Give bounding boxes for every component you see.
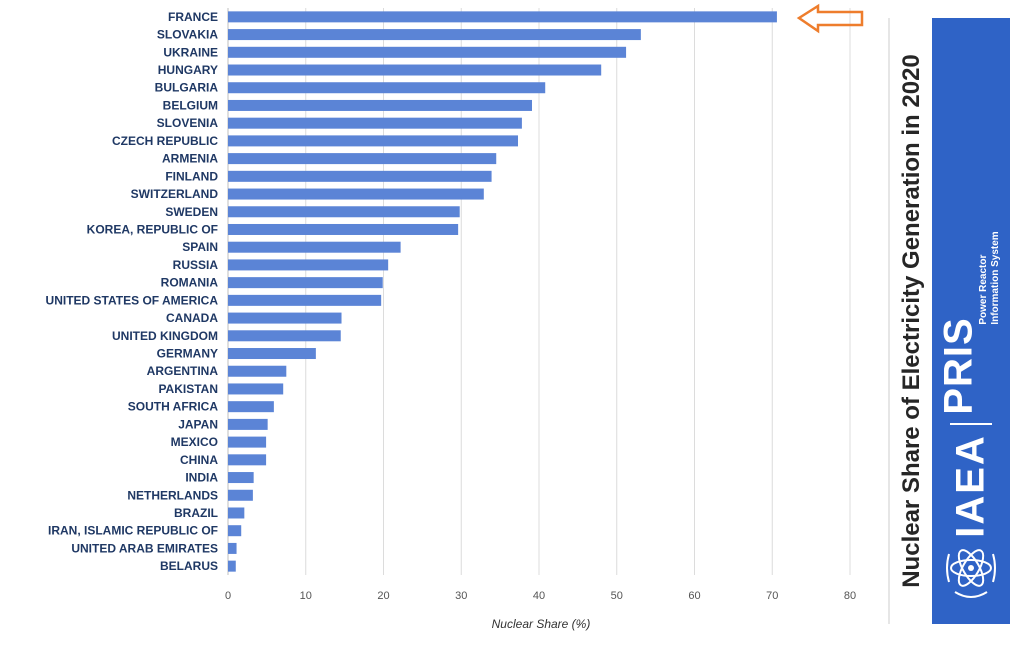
bar bbox=[228, 135, 519, 147]
x-tick-label: 0 bbox=[225, 590, 231, 602]
category-label: UNITED ARAB EMIRATES bbox=[71, 541, 218, 555]
bar bbox=[228, 507, 245, 519]
iaea-pris-branding: PRIS IAEA Power Reactor Information Syst… bbox=[932, 18, 1010, 624]
category-label: GERMANY bbox=[157, 347, 218, 361]
bar bbox=[228, 472, 254, 484]
bar bbox=[228, 277, 383, 289]
category-label: UNITED KINGDOM bbox=[112, 329, 218, 343]
category-label: SWITZERLAND bbox=[131, 187, 219, 201]
category-label: UKRAINE bbox=[163, 45, 218, 59]
category-label: NETHERLANDS bbox=[127, 488, 218, 502]
category-label: BULGARIA bbox=[155, 81, 219, 95]
x-tick-label: 40 bbox=[533, 590, 545, 602]
category-label: PAKISTAN bbox=[158, 382, 218, 396]
bar bbox=[228, 99, 533, 111]
category-label: ROMANIA bbox=[161, 276, 219, 290]
category-label: JAPAN bbox=[178, 417, 218, 431]
category-label: BRAZIL bbox=[174, 506, 218, 520]
arrow-left-icon bbox=[796, 3, 864, 34]
chart-bars bbox=[228, 11, 777, 572]
bar bbox=[228, 188, 484, 200]
category-label: RUSSIA bbox=[173, 258, 219, 272]
category-label: CZECH REPUBLIC bbox=[112, 134, 218, 148]
chart-title: Nuclear Share of Electricity Generation … bbox=[898, 54, 925, 588]
logo-divider bbox=[950, 423, 992, 425]
bar bbox=[228, 117, 522, 129]
x-tick-label: 80 bbox=[844, 590, 856, 602]
category-label: BELGIUM bbox=[163, 98, 218, 112]
x-tick-label: 50 bbox=[611, 590, 623, 602]
category-label: SWEDEN bbox=[165, 205, 218, 219]
category-label: ARGENTINA bbox=[147, 364, 219, 378]
bar bbox=[228, 241, 401, 253]
x-tick-label: 60 bbox=[688, 590, 700, 602]
category-label: UNITED STATES OF AMERICA bbox=[46, 293, 219, 307]
category-label: SLOVAKIA bbox=[157, 28, 218, 42]
category-label: SOUTH AFRICA bbox=[128, 400, 219, 414]
category-label: IRAN, ISLAMIC REPUBLIC OF bbox=[48, 524, 218, 538]
category-label: KOREA, REPUBLIC OF bbox=[87, 222, 218, 236]
category-label: CANADA bbox=[166, 311, 218, 325]
category-label: SPAIN bbox=[182, 240, 218, 254]
bar bbox=[228, 82, 546, 94]
category-label: CHINA bbox=[180, 453, 218, 467]
bar bbox=[228, 330, 341, 342]
category-label: HUNGARY bbox=[158, 63, 218, 77]
x-axis-ticks: 0 10 20 30 40 50 60 70 80 bbox=[225, 590, 856, 602]
bar bbox=[228, 170, 492, 182]
pris-logo-text: PRIS bbox=[936, 317, 981, 415]
pris-subtitle-line2: Information System bbox=[990, 231, 1001, 325]
category-label: FINLAND bbox=[165, 169, 218, 183]
x-tick-label: 70 bbox=[766, 590, 778, 602]
category-label: MEXICO bbox=[171, 435, 218, 449]
bar bbox=[228, 401, 274, 413]
x-tick-label: 20 bbox=[377, 590, 389, 602]
bar bbox=[228, 454, 267, 466]
iaea-logo-text: IAEA bbox=[948, 434, 993, 538]
chart-title-panel: Nuclear Share of Electricity Generation … bbox=[888, 18, 934, 624]
bar bbox=[228, 560, 236, 572]
x-tick-label: 30 bbox=[455, 590, 467, 602]
bar bbox=[228, 294, 382, 306]
bar bbox=[228, 525, 242, 537]
category-label: BELARUS bbox=[160, 559, 218, 573]
bar bbox=[228, 153, 497, 165]
bar bbox=[228, 223, 459, 235]
pris-subtitle-line1: Power Reactor bbox=[978, 254, 989, 325]
x-axis-title: Nuclear Share (%) bbox=[492, 617, 591, 631]
category-label: INDIA bbox=[185, 471, 218, 485]
bar bbox=[228, 489, 253, 501]
category-label: FRANCE bbox=[168, 10, 218, 24]
bar bbox=[228, 365, 287, 377]
bar bbox=[228, 312, 342, 324]
category-label: SLOVENIA bbox=[157, 116, 219, 130]
bar bbox=[228, 46, 627, 58]
category-labels: FRANCE SLOVAKIA UKRAINE HUNGARY BULGARIA BELG… bbox=[46, 10, 219, 573]
bar bbox=[228, 64, 602, 76]
bar bbox=[228, 542, 237, 554]
bar bbox=[228, 11, 777, 23]
bar bbox=[228, 206, 460, 218]
bar bbox=[228, 436, 267, 448]
bar bbox=[228, 259, 389, 271]
bar bbox=[228, 29, 641, 41]
bar bbox=[228, 348, 316, 360]
bar bbox=[228, 383, 284, 395]
category-label: ARMENIA bbox=[162, 152, 218, 166]
bar bbox=[228, 418, 268, 430]
x-tick-label: 10 bbox=[300, 590, 312, 602]
iaea-atom-logo-icon bbox=[946, 549, 996, 598]
